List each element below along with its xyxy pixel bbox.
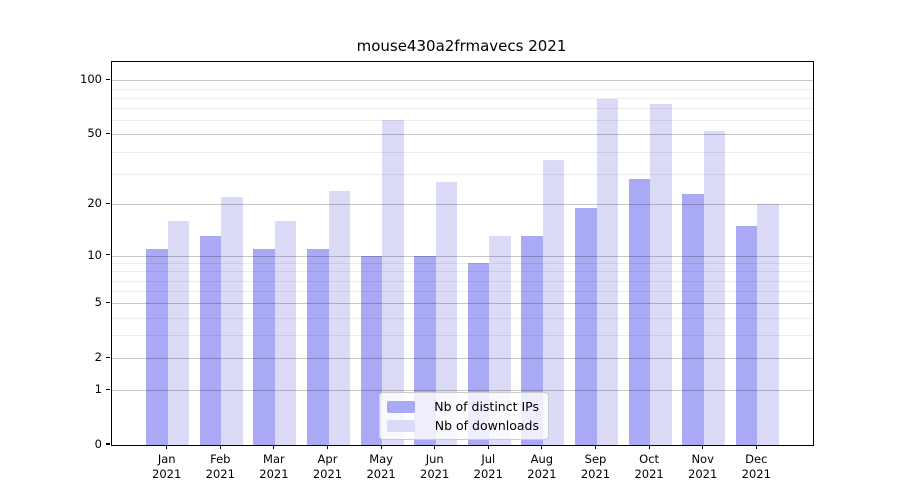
- x-tick-label-mar: Mar 2021: [259, 452, 289, 481]
- y-tick-1: [106, 388, 110, 390]
- y-tick-label-100: 100: [80, 72, 102, 87]
- x-tick-jul: [487, 445, 489, 450]
- bar-downloads-sep: [596, 98, 618, 445]
- x-tick-label-dec: Dec 2021: [741, 452, 771, 481]
- y-tick-label-1: 1: [94, 382, 102, 397]
- x-tick-may: [380, 445, 382, 450]
- y-tick-5: [106, 301, 110, 304]
- bar-distinct-ips-feb: [199, 236, 222, 445]
- legend: Nb of distinct IPs Nb of downloads: [379, 392, 549, 440]
- x-tick-dec: [755, 445, 757, 450]
- x-tick-jan: [166, 445, 168, 450]
- bar-distinct-ips-nov: [682, 193, 704, 445]
- bar-downloads-nov: [703, 131, 726, 445]
- bar-downloads-may: [382, 120, 404, 445]
- y-tick-label-2: 2: [94, 350, 102, 365]
- bar-distinct-ips-apr: [307, 248, 329, 445]
- legend-item-downloads: Nb of downloads: [387, 418, 539, 433]
- x-tick-mar: [273, 445, 275, 450]
- bar-downloads-feb: [221, 197, 243, 445]
- bar-downloads-apr: [328, 190, 350, 445]
- x-tick-feb: [219, 445, 221, 450]
- x-tick-label-jan: Jan 2021: [152, 452, 182, 481]
- x-tick-label-nov: Nov 2021: [688, 452, 718, 481]
- x-tick-nov: [702, 445, 704, 450]
- gridline-y-90: [112, 88, 813, 90]
- y-tick-label-50: 50: [87, 126, 102, 141]
- x-tick-label-apr: Apr 2021: [312, 452, 343, 481]
- x-tick-sep: [594, 445, 597, 450]
- legend-swatch-downloads: [387, 419, 415, 432]
- y-tick-label-10: 10: [87, 247, 102, 262]
- x-tick-label-jun: Jun 2021: [420, 452, 450, 481]
- bar-downloads-dec: [757, 204, 779, 445]
- bar-downloads-jun: [435, 181, 458, 445]
- y-tick-label-20: 20: [87, 196, 102, 211]
- x-tick-label-jul: Jul 2021: [473, 452, 503, 481]
- x-tick-label-aug: Aug 2021: [527, 452, 557, 481]
- bar-distinct-ips-mar: [253, 248, 275, 445]
- x-tick-label-feb: Feb 2021: [205, 452, 235, 481]
- bar-downloads-oct: [650, 103, 672, 445]
- gridline-y-60: [112, 120, 813, 122]
- x-tick-label-oct: Oct 2021: [634, 452, 664, 481]
- x-tick-aug: [541, 445, 543, 450]
- bar-distinct-ips-jan: [146, 248, 168, 445]
- bar-distinct-ips-may: [360, 255, 383, 445]
- bar-distinct-ips-dec: [735, 225, 758, 445]
- x-tick-apr: [326, 445, 329, 450]
- bar-downloads-jan: [167, 221, 190, 445]
- y-tick-100: [106, 78, 110, 80]
- legend-item-distinct-ips: Nb of distinct IPs: [387, 399, 539, 414]
- y-tick-2: [106, 356, 110, 358]
- y-tick-20: [106, 202, 110, 205]
- gridline-y-80: [112, 97, 813, 99]
- gridline-y-70: [112, 108, 813, 110]
- bar-downloads-aug: [542, 159, 565, 445]
- y-tick-10: [106, 253, 110, 256]
- x-tick-label-may: May 2021: [366, 452, 396, 481]
- bar-downloads-mar: [274, 221, 297, 445]
- bar-distinct-ips-oct: [628, 178, 651, 445]
- legend-label-distinct-ips: Nb of distinct IPs: [434, 399, 539, 414]
- legend-swatch-distinct-ips: [387, 400, 415, 413]
- y-tick-label-0: 0: [94, 437, 102, 451]
- y-tick-50: [106, 132, 110, 134]
- y-tick-0: [106, 443, 110, 445]
- x-tick-label-sep: Sep 2021: [580, 452, 611, 481]
- y-tick-label-5: 5: [94, 295, 102, 310]
- chart-title: mouse430a2frmavecs 2021: [356, 37, 567, 55]
- gridline-y-100: [112, 80, 813, 82]
- x-tick-jun: [434, 445, 436, 450]
- x-tick-oct: [648, 445, 650, 450]
- bar-distinct-ips-sep: [575, 208, 597, 445]
- legend-label-downloads: Nb of downloads: [434, 418, 539, 433]
- plot-area: [111, 61, 814, 446]
